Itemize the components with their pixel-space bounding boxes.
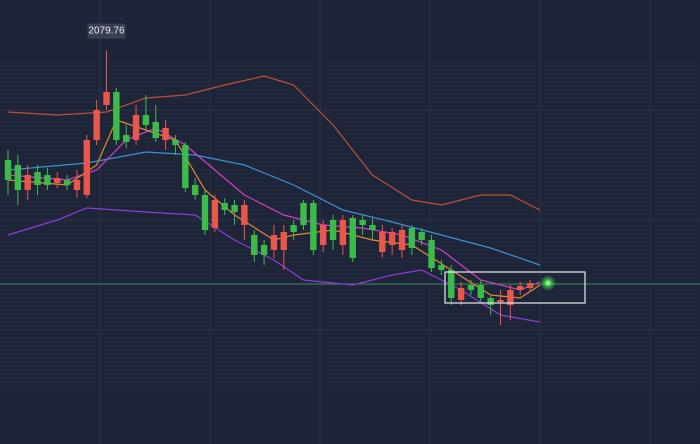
- candle-body: [379, 232, 386, 252]
- candle-body: [517, 286, 524, 290]
- candle-body: [4, 160, 12, 180]
- candle-body: [142, 115, 150, 125]
- candle-body: [93, 110, 100, 140]
- candle-body: [290, 225, 297, 232]
- candle-body: [113, 92, 120, 140]
- candle-body: [73, 180, 81, 190]
- candle-body: [280, 232, 287, 250]
- candle-body: [201, 195, 209, 230]
- candle-body: [191, 185, 199, 195]
- indicator-line: [7, 75, 541, 211]
- candle-body: [241, 205, 248, 225]
- candle-body: [231, 205, 238, 212]
- candle-body: [211, 200, 219, 228]
- candle-body: [83, 140, 90, 195]
- candle-body: [44, 175, 51, 185]
- candle-body: [123, 135, 130, 142]
- candle-body: [388, 232, 396, 245]
- indicator-line: [7, 207, 541, 323]
- candle-body: [428, 240, 435, 268]
- candle-body: [339, 220, 347, 245]
- price-dot: [545, 280, 551, 286]
- candle-body: [152, 122, 159, 138]
- candle-body: [132, 115, 140, 140]
- candle-body: [369, 225, 376, 230]
- candle-body: [172, 140, 179, 145]
- candle-body: [162, 128, 169, 140]
- candle-body: [63, 180, 71, 185]
- candle-body: [300, 203, 307, 225]
- candle-body: [34, 172, 41, 185]
- candle-body: [467, 285, 475, 290]
- candle-body: [182, 145, 189, 188]
- candle-body: [359, 220, 366, 225]
- candle-body: [310, 203, 317, 250]
- candle-body: [418, 232, 425, 240]
- candle-body: [408, 228, 416, 248]
- candle-body: [260, 245, 268, 255]
- candle-body: [14, 165, 22, 190]
- candle-body: [349, 218, 356, 258]
- candle-body: [320, 225, 327, 245]
- indicator-line: [7, 127, 541, 291]
- candle-body: [103, 92, 110, 105]
- annotation-label: 2079.76: [88, 26, 125, 37]
- candle-body: [497, 300, 504, 302]
- candle-body: [477, 285, 484, 298]
- candle-body: [329, 220, 337, 240]
- plot: 2079.76: [0, 23, 700, 325]
- candle-body: [398, 230, 406, 250]
- candle-body: [457, 288, 465, 300]
- candle-body: [526, 283, 534, 288]
- indicator-line: [7, 151, 541, 266]
- candle-body: [251, 235, 258, 255]
- candle-body: [270, 235, 278, 250]
- candle-body: [54, 178, 61, 183]
- candle-body: [221, 203, 228, 210]
- candle-body: [438, 265, 445, 270]
- candle-body: [448, 270, 455, 298]
- candle-body: [24, 175, 31, 190]
- annotation-box: [87, 23, 126, 39]
- highlight-box: [444, 271, 586, 304]
- candle-body: [507, 290, 514, 305]
- candle-body: [487, 298, 494, 305]
